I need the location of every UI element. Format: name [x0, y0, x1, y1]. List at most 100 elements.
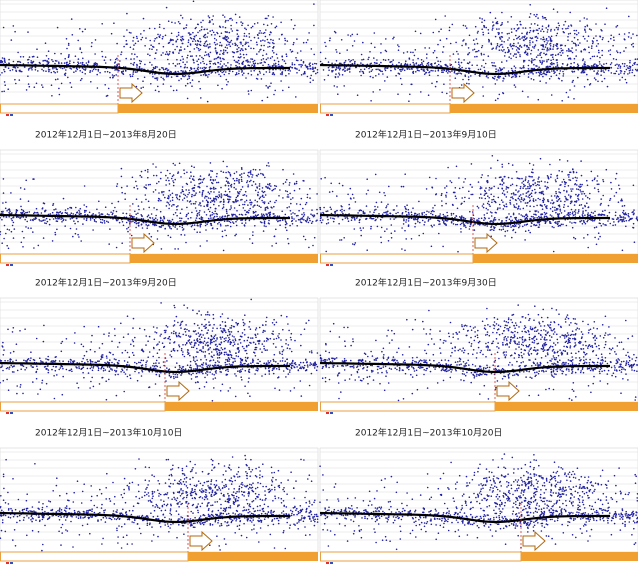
dot: [573, 236, 575, 239]
dot: [230, 28, 232, 30]
dot: [473, 218, 475, 220]
dot: [337, 93, 339, 95]
dot: [259, 72, 262, 74]
dot: [267, 15, 270, 17]
dot: [246, 61, 249, 63]
dot: [147, 171, 149, 173]
dot: [528, 16, 531, 18]
dot: [533, 205, 535, 208]
dot: [316, 212, 319, 215]
dot: [555, 207, 558, 210]
dot: [172, 180, 174, 182]
dot: [176, 35, 178, 38]
dot: [202, 44, 205, 47]
dot: [431, 213, 434, 216]
dot: [35, 217, 37, 219]
dot: [322, 69, 325, 71]
dot: [291, 62, 294, 64]
dot: [126, 29, 128, 31]
dot: [91, 70, 94, 72]
dot: [564, 44, 567, 47]
dot: [211, 211, 214, 214]
dot: [462, 78, 464, 81]
dot: [459, 217, 462, 219]
dot: [333, 85, 336, 87]
dot: [487, 55, 490, 57]
dot: [552, 250, 555, 253]
dot: [231, 213, 233, 216]
dot: [379, 70, 382, 72]
dot: [493, 200, 496, 203]
dot: [597, 64, 599, 67]
dot: [249, 171, 252, 174]
dot: [228, 72, 230, 75]
dot: [93, 64, 95, 66]
dot: [257, 62, 259, 65]
marker: [6, 114, 9, 116]
dot: [158, 198, 161, 200]
dot: [302, 235, 305, 238]
dot: [312, 79, 314, 81]
dot: [437, 60, 439, 62]
dot: [327, 218, 329, 221]
dot: [222, 70, 225, 73]
dot: [379, 218, 382, 221]
dot: [570, 208, 573, 211]
dot: [614, 214, 617, 217]
dot: [270, 31, 272, 34]
dot: [538, 74, 541, 77]
dot: [436, 56, 438, 59]
dot: [215, 175, 218, 178]
dot: [18, 79, 21, 81]
dot: [283, 60, 286, 62]
dot: [224, 215, 226, 217]
dot: [582, 207, 584, 209]
dot: [168, 53, 171, 55]
dot: [206, 185, 208, 188]
dot: [540, 216, 543, 218]
dot: [560, 223, 563, 226]
dot: [485, 26, 487, 29]
dot: [299, 203, 302, 206]
dot: [529, 42, 531, 44]
dot: [143, 76, 146, 79]
dot: [544, 181, 546, 183]
dot: [557, 222, 559, 225]
dot: [427, 94, 430, 96]
dot: [603, 71, 605, 74]
dot: [426, 53, 428, 55]
dot: [53, 70, 55, 73]
dot: [164, 227, 167, 230]
dot: [295, 203, 298, 205]
dot: [209, 178, 212, 181]
dot: [483, 25, 486, 27]
dot: [522, 199, 525, 202]
dot: [227, 185, 230, 187]
dot: [241, 48, 243, 50]
dot: [249, 201, 251, 204]
dot: [197, 23, 199, 26]
dot: [279, 224, 281, 226]
dot: [442, 69, 444, 71]
dot: [451, 23, 454, 26]
scatter-dots: [319, 155, 638, 253]
dot: [487, 181, 489, 183]
dot: [291, 66, 293, 69]
dot: [219, 216, 221, 218]
dot: [443, 220, 445, 223]
dot: [155, 214, 157, 217]
dot: [208, 16, 211, 19]
dot: [397, 49, 400, 51]
dot: [172, 51, 174, 54]
dot: [130, 234, 133, 237]
dot: [486, 202, 489, 205]
dot: [489, 11, 492, 14]
dot: [530, 195, 533, 198]
dot: [263, 201, 266, 203]
dot: [443, 69, 446, 72]
dot: [274, 201, 276, 204]
dot: [170, 227, 172, 230]
dot: [132, 36, 135, 39]
dot: [14, 67, 17, 69]
dot: [290, 202, 292, 205]
